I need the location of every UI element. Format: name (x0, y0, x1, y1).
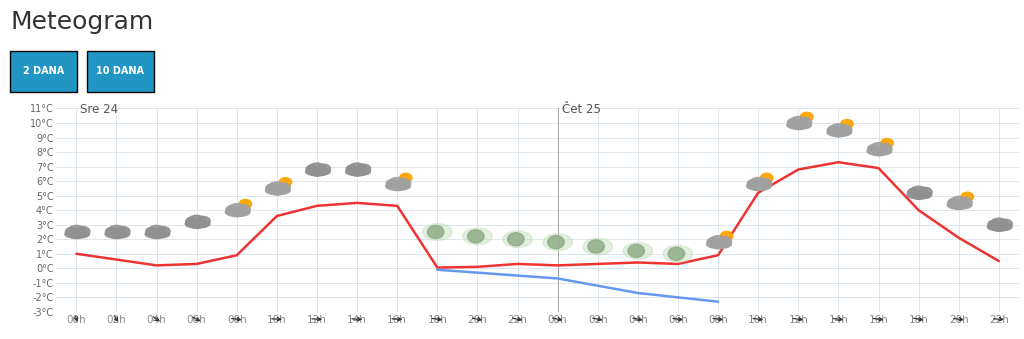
Circle shape (801, 112, 813, 121)
Circle shape (999, 219, 1013, 229)
Circle shape (266, 184, 278, 192)
Circle shape (988, 220, 999, 228)
Circle shape (799, 118, 812, 127)
Circle shape (707, 238, 719, 246)
Ellipse shape (65, 230, 89, 238)
Ellipse shape (588, 240, 604, 253)
Circle shape (317, 164, 331, 174)
Circle shape (907, 188, 920, 197)
Ellipse shape (105, 230, 130, 238)
Circle shape (881, 138, 893, 147)
Circle shape (145, 227, 157, 236)
Circle shape (841, 120, 853, 128)
Circle shape (68, 225, 85, 239)
Circle shape (308, 163, 326, 176)
Circle shape (719, 237, 731, 246)
Ellipse shape (503, 231, 532, 247)
Ellipse shape (463, 228, 493, 245)
Circle shape (77, 226, 90, 236)
Ellipse shape (548, 236, 564, 249)
Ellipse shape (786, 121, 811, 129)
Ellipse shape (427, 225, 444, 239)
Circle shape (348, 163, 367, 176)
Circle shape (909, 186, 928, 199)
Text: 10 DANA: 10 DANA (96, 66, 144, 76)
Ellipse shape (508, 233, 524, 246)
Ellipse shape (664, 245, 693, 262)
Circle shape (947, 199, 959, 207)
Ellipse shape (468, 230, 484, 243)
Circle shape (388, 178, 407, 191)
Circle shape (278, 183, 291, 193)
Ellipse shape (583, 238, 612, 255)
Circle shape (759, 179, 772, 188)
Circle shape (879, 144, 892, 153)
Text: Meteogram: Meteogram (10, 10, 154, 34)
Circle shape (346, 165, 357, 174)
Circle shape (790, 117, 807, 129)
Ellipse shape (628, 244, 644, 257)
Text: Sre 24: Sre 24 (80, 103, 119, 116)
Ellipse shape (265, 186, 290, 195)
Ellipse shape (867, 147, 892, 156)
Circle shape (839, 125, 852, 135)
Circle shape (990, 218, 1008, 231)
Circle shape (185, 217, 198, 226)
Circle shape (787, 119, 799, 127)
Ellipse shape (707, 240, 731, 248)
Ellipse shape (185, 220, 210, 228)
Circle shape (227, 204, 246, 217)
Circle shape (959, 198, 972, 207)
Circle shape (197, 216, 210, 226)
Circle shape (748, 180, 759, 188)
Ellipse shape (987, 223, 1012, 231)
Circle shape (268, 182, 286, 195)
Circle shape (105, 227, 117, 236)
Circle shape (157, 226, 170, 236)
Circle shape (306, 165, 317, 174)
Circle shape (869, 143, 888, 156)
Circle shape (108, 225, 126, 239)
Circle shape (239, 199, 252, 208)
Circle shape (187, 215, 206, 228)
Circle shape (709, 236, 727, 249)
Text: 2 DANA: 2 DANA (23, 66, 65, 76)
Ellipse shape (746, 182, 771, 190)
Circle shape (397, 179, 411, 188)
Circle shape (386, 180, 397, 188)
Text: Čet 25: Čet 25 (561, 103, 600, 116)
Circle shape (867, 145, 879, 153)
Ellipse shape (305, 167, 330, 176)
Circle shape (280, 178, 292, 187)
Circle shape (750, 178, 767, 191)
Ellipse shape (145, 230, 170, 238)
Circle shape (961, 192, 974, 201)
Circle shape (66, 227, 77, 236)
Circle shape (147, 225, 166, 239)
Ellipse shape (386, 182, 411, 190)
Circle shape (399, 173, 412, 182)
Circle shape (761, 173, 773, 182)
Circle shape (720, 232, 733, 240)
Ellipse shape (543, 234, 572, 251)
Circle shape (225, 206, 238, 214)
Ellipse shape (623, 242, 652, 259)
Ellipse shape (907, 191, 932, 199)
Circle shape (238, 205, 250, 214)
Circle shape (827, 126, 839, 134)
Circle shape (829, 124, 848, 137)
Circle shape (357, 164, 371, 174)
Ellipse shape (423, 224, 453, 240)
Ellipse shape (225, 208, 250, 217)
Ellipse shape (668, 247, 685, 260)
Ellipse shape (947, 201, 972, 209)
Circle shape (919, 187, 932, 197)
Circle shape (117, 226, 130, 236)
Circle shape (949, 196, 968, 210)
Ellipse shape (346, 167, 371, 176)
Ellipse shape (827, 128, 852, 137)
